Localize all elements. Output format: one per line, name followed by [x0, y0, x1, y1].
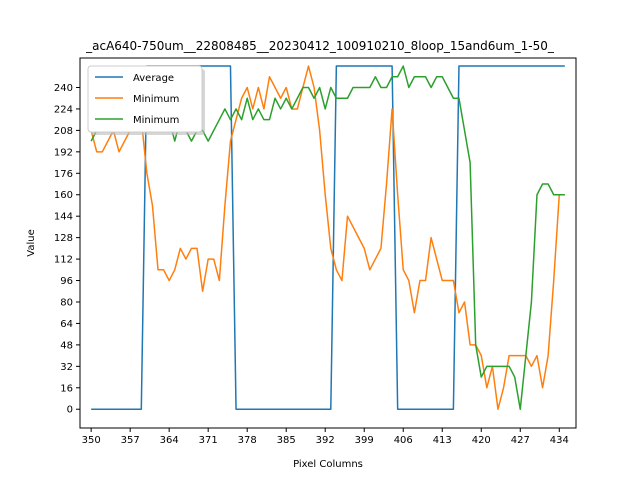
- y-tick-label: 224: [54, 104, 73, 115]
- y-tick-label: 176: [54, 169, 73, 180]
- y-tick-label: 240: [54, 83, 73, 94]
- y-axis-label: Value: [26, 229, 37, 256]
- x-tick-label: 385: [277, 435, 296, 446]
- x-tick-label: 392: [316, 435, 335, 446]
- y-tick-label: 144: [54, 212, 73, 223]
- x-tick-label: 434: [550, 435, 569, 446]
- y-tick-label: 192: [54, 147, 73, 158]
- x-tick-label: 371: [199, 435, 218, 446]
- x-tick-label: 427: [511, 435, 530, 446]
- y-tick-label: 32: [60, 362, 73, 373]
- series-line-1: [90, 65, 565, 410]
- legend: Average Minimum Minimum: [87, 65, 205, 135]
- x-axis: 350 357 364 371 378 385 392 399 406 413 420 427 434: [82, 428, 569, 446]
- x-tick-label: 378: [238, 435, 257, 446]
- y-tick-label: 16: [60, 383, 73, 394]
- x-tick-label: 350: [82, 435, 101, 446]
- legend-label: Average: [133, 73, 174, 84]
- y-axis: 0 16 32 48 64 80 96 112 128 144 160 176 192 208 224 240: [54, 83, 80, 416]
- y-tick-label: 80: [60, 297, 73, 308]
- y-tick-label: 208: [54, 126, 73, 137]
- plot-frame: [79, 57, 577, 429]
- y-tick-label: 128: [54, 233, 73, 244]
- x-axis-label: Pixel Columns: [293, 459, 363, 470]
- y-tick-label: 112: [54, 255, 73, 266]
- x-tick-label: 420: [472, 435, 491, 446]
- y-tick-label: 0: [67, 405, 73, 416]
- x-tick-label: 406: [394, 435, 413, 446]
- legend-label: Minimum: [133, 115, 179, 126]
- x-tick-label: 364: [160, 435, 179, 446]
- y-tick-label: 96: [60, 276, 73, 287]
- x-tick-label: 399: [355, 435, 374, 446]
- x-tick-label: 357: [121, 435, 140, 446]
- legend-label: Minimum: [133, 94, 179, 105]
- y-tick-label: 160: [54, 190, 73, 201]
- y-tick-label: 64: [60, 319, 73, 330]
- legend-box: [87, 65, 203, 133]
- chart-title: _acA640-750um__22808485__20230412_100910…: [85, 39, 555, 53]
- y-tick-label: 48: [60, 340, 73, 351]
- x-tick-label: 413: [433, 435, 452, 446]
